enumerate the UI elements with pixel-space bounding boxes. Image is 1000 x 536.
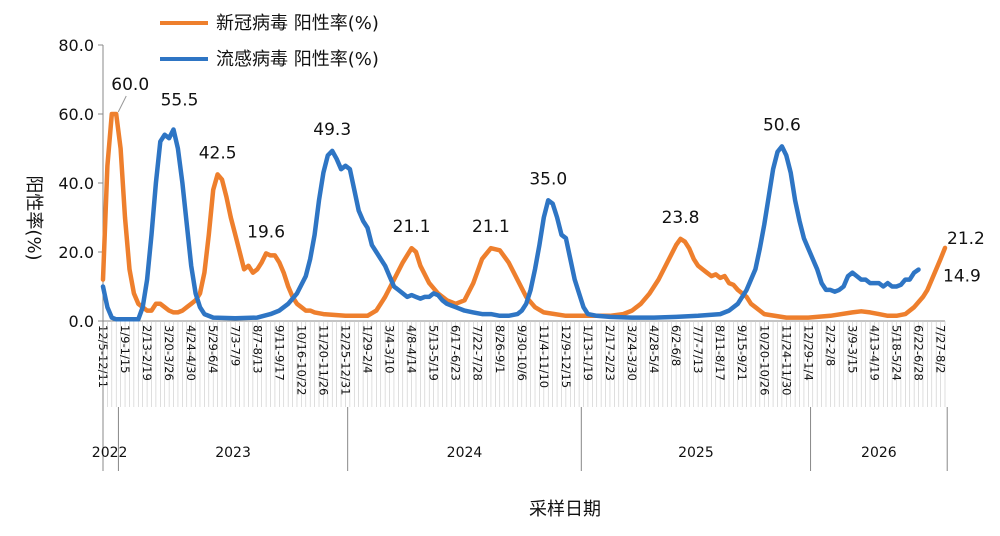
x-tick-label: 1/29-2/4	[361, 325, 375, 373]
series-lines	[100, 111, 948, 322]
x-tick-label: 6/2-6/8	[669, 325, 683, 366]
x-axis-tick-labels: 12/5-12/11 1/9-1/15 2/13-2/19 3/20-3/26 4/24…	[96, 325, 948, 395]
x-tick-label: 3/20-3/26	[162, 325, 176, 381]
x-tick-label: 3/9-3/15	[845, 325, 859, 373]
x-tick-label: 10/20-10/26	[757, 325, 771, 395]
x-axis-title: 采样日期	[529, 499, 601, 520]
x-tick-label: 3/4-3/10	[383, 325, 397, 373]
x-tick-label: 7/3-7/9	[228, 325, 242, 366]
x-tick-label: 8/11-8/17	[713, 325, 727, 381]
axes: 0.0 20.0 40.0 60.0 80.0	[58, 36, 946, 407]
y-tick-label: 80.0	[58, 36, 94, 55]
x-tick-label: 2/17-2/23	[603, 325, 617, 381]
y-tick-label: 20.0	[58, 243, 94, 262]
x-tick-label: 11/4-11/10	[537, 325, 551, 388]
x-tick-label: 8/7-8/13	[250, 325, 264, 373]
x-tick-label: 2/13-2/19	[140, 325, 154, 381]
year-label: 2025	[678, 445, 714, 461]
data-label: 21.1	[393, 217, 431, 237]
data-label-leader	[117, 95, 127, 113]
x-tick-label: 4/8-4/14	[405, 325, 419, 373]
x-tick-label: 7/7-7/13	[691, 325, 705, 373]
x-tick-label: 9/15-9/21	[735, 325, 749, 381]
x-tick-label: 11/24-11/30	[779, 325, 793, 395]
x-tick-label: 1/13-1/19	[581, 325, 595, 381]
x-tick-label: 12/29-1/4	[801, 325, 815, 381]
y-tick-label: 40.0	[58, 174, 94, 193]
x-tick-label: 9/30-10/6	[515, 325, 529, 381]
year-label: 2023	[215, 445, 251, 461]
x-tick-label: 7/22-7/28	[471, 325, 485, 381]
data-label: 35.0	[529, 169, 567, 189]
x-tick-label: 12/25-12/31	[338, 325, 352, 395]
year-label: 2022	[92, 445, 128, 461]
x-tick-label: 5/29-6/4	[206, 325, 220, 373]
x-tick-label: 8/26-9/1	[493, 325, 507, 373]
data-label: 23.8	[662, 208, 700, 228]
x-tick-label: 6/22-6/28	[912, 325, 926, 381]
data-label: 19.6	[247, 222, 285, 242]
legend: 新冠病毒 阳性率(%) 流感病毒 阳性率(%)	[160, 13, 379, 70]
x-tick-label: 4/24-4/30	[184, 325, 198, 381]
x-tick-label: 5/18-5/24	[890, 325, 904, 381]
x-tick-label: 10/16-10/22	[294, 325, 308, 395]
x-tick-label: 3/24-3/30	[625, 325, 639, 381]
x-tick-label: 12/9-12/15	[559, 325, 573, 388]
x-tick-label: 2/2-2/8	[823, 325, 837, 366]
x-tick-label: 7/27-8/2	[934, 325, 948, 373]
data-label: 21.2	[947, 229, 985, 249]
x-tick-label: 1/9-1/15	[118, 325, 132, 373]
data-label: 21.1	[472, 217, 510, 237]
x-tick-label: 5/13-5/19	[427, 325, 441, 381]
year-label: 2026	[861, 445, 897, 461]
series-line-flu	[100, 127, 921, 322]
y-tick-label: 0.0	[69, 312, 94, 331]
series-line-covid	[100, 111, 948, 320]
y-tick-label: 60.0	[58, 105, 94, 124]
y-axis-title: 阳性率(%)	[23, 175, 44, 260]
data-label: 55.5	[161, 91, 199, 111]
data-label: 14.9	[943, 267, 981, 287]
data-label: 42.5	[199, 143, 237, 163]
x-tick-label: 4/13-4/19	[867, 325, 881, 381]
x-tick-label: 4/28-5/4	[647, 325, 661, 373]
x-tick-label: 11/20-11/26	[316, 325, 330, 395]
data-label: 60.0	[111, 75, 149, 95]
legend-label-covid: 新冠病毒 阳性率(%)	[216, 13, 379, 34]
data-label: 49.3	[313, 120, 351, 140]
x-tick-label: 9/11-9/17	[272, 325, 286, 381]
year-labels: 2022 2023 2024 2025 2026	[92, 321, 948, 471]
year-label: 2024	[447, 445, 483, 461]
legend-label-flu: 流感病毒 阳性率(%)	[216, 49, 379, 70]
x-tick-label: 6/17-6/23	[449, 325, 463, 381]
data-labels: 60.0 55.5 42.5 19.6 49.3 21.1 21.1 35.0 23.8 50.6…	[111, 75, 985, 287]
data-label: 50.6	[763, 115, 801, 135]
